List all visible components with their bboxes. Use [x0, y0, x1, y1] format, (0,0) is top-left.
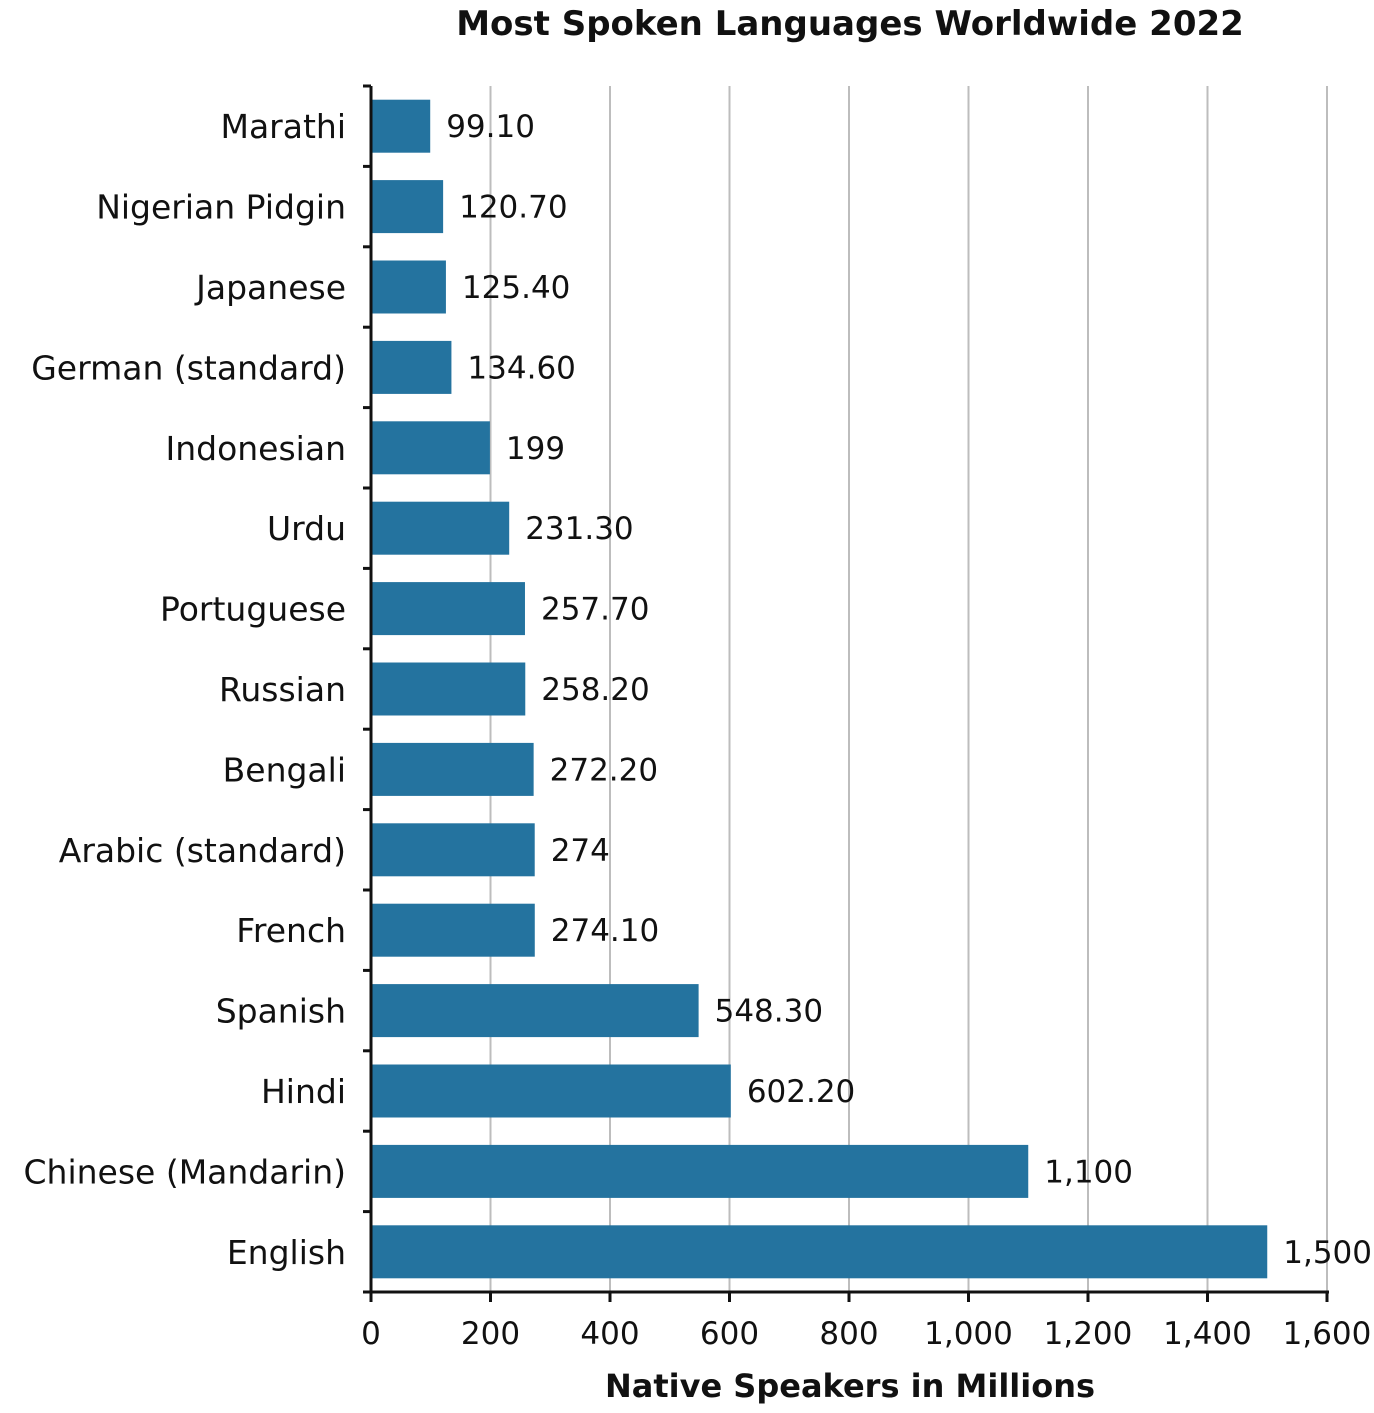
x-tick-label: 1,600	[1283, 1316, 1372, 1352]
value-label: 548.30	[715, 994, 823, 1030]
x-tick-labels: 0 200 400 600 800 1,000 1,200 1,400 1,600	[361, 1316, 1371, 1352]
value-label: 274	[551, 833, 610, 869]
bar	[371, 823, 535, 877]
category-label: Nigerian Pidgin	[96, 188, 346, 227]
value-label: 602.20	[747, 1074, 855, 1110]
value-label: 272.20	[550, 752, 658, 788]
axes	[363, 84, 1329, 1302]
x-tick-label: 400	[580, 1316, 639, 1352]
value-label: 257.70	[541, 592, 649, 628]
value-label: 1,500	[1283, 1235, 1372, 1271]
bar	[371, 260, 446, 314]
x-tick-label: 0	[361, 1316, 381, 1352]
chart-title: Most Spoken Languages Worldwide 2022	[456, 4, 1244, 44]
bar	[371, 662, 526, 716]
value-label: 258.20	[541, 672, 649, 708]
category-label: Japanese	[194, 268, 346, 307]
bar	[371, 421, 490, 475]
bar	[371, 582, 525, 636]
bar	[371, 903, 535, 957]
category-labels: Marathi Nigerian Pidgin Japanese German (st…	[23, 107, 346, 1272]
bar	[371, 340, 452, 394]
value-label: 199	[506, 431, 565, 467]
value-label: 1,100	[1044, 1154, 1133, 1190]
bar	[371, 1225, 1268, 1279]
grid-lines	[489, 86, 1328, 1292]
value-label: 134.60	[467, 350, 575, 386]
value-label: 231.30	[525, 511, 633, 547]
category-label: French	[236, 911, 346, 950]
bar	[371, 1064, 731, 1118]
bar	[371, 99, 431, 153]
category-label: Chinese (Mandarin)	[23, 1152, 346, 1191]
bar	[371, 180, 444, 234]
category-label: Hindi	[261, 1072, 346, 1111]
category-label: Arabic (standard)	[59, 831, 346, 870]
bar	[371, 742, 534, 796]
category-label: Russian	[219, 670, 346, 709]
x-tick-label: 600	[700, 1316, 759, 1352]
value-label: 120.70	[459, 190, 567, 226]
category-label: English	[227, 1233, 346, 1272]
value-label: 99.10	[446, 109, 535, 145]
bar	[371, 984, 699, 1038]
bar	[371, 1144, 1029, 1198]
category-label: Urdu	[267, 509, 346, 548]
value-label: 125.40	[462, 270, 570, 306]
category-label: Indonesian	[165, 429, 346, 468]
category-label: Bengali	[223, 750, 346, 789]
x-tick-label: 1,000	[924, 1316, 1013, 1352]
x-tick-label: 1,200	[1044, 1316, 1133, 1352]
bar	[371, 501, 510, 555]
x-tick-label: 800	[819, 1316, 878, 1352]
category-label: Portuguese	[160, 590, 346, 629]
category-label: German (standard)	[31, 348, 346, 387]
category-label: Spanish	[216, 992, 346, 1031]
x-axis-title: Native Speakers in Millions	[605, 1367, 1095, 1405]
x-tick-label: 1,400	[1163, 1316, 1252, 1352]
x-tick-label: 200	[461, 1316, 520, 1352]
bars	[371, 99, 1268, 1279]
value-labels: 99.10 120.70 125.40 134.60 199 231.30 257.70 25…	[446, 109, 1372, 1271]
value-label: 274.10	[551, 913, 659, 949]
category-label: Marathi	[220, 107, 346, 146]
